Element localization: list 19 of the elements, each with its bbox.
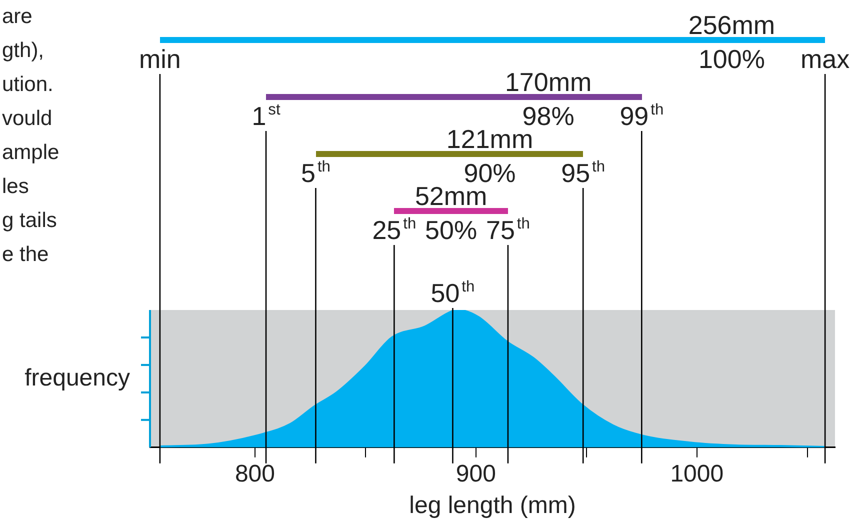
text: gth), bbox=[2, 38, 46, 64]
text: are bbox=[2, 4, 34, 30]
text: 100% bbox=[698, 44, 765, 74]
text: e the bbox=[2, 242, 50, 268]
ref-line-label: max bbox=[800, 44, 850, 74]
x-tick-label: 1000 bbox=[670, 460, 724, 488]
text: 170mm bbox=[504, 67, 592, 97]
y-axis-title: frequency bbox=[24, 364, 130, 392]
text: vould bbox=[2, 106, 54, 132]
text: 50% bbox=[425, 215, 478, 245]
x-tick-label: 900 bbox=[456, 460, 496, 488]
text: ution. bbox=[2, 72, 54, 98]
text: 256mm bbox=[688, 10, 776, 40]
text: les bbox=[2, 174, 30, 200]
text: g tails bbox=[2, 208, 58, 234]
ref-line-label: min bbox=[138, 44, 181, 74]
x-tick-label: 800 bbox=[234, 460, 275, 488]
text: ample bbox=[2, 140, 60, 166]
x-axis-title: leg length (mm) bbox=[409, 492, 576, 520]
